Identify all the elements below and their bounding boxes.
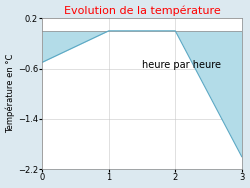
- Y-axis label: Température en °C: Température en °C: [6, 54, 15, 133]
- Text: heure par heure: heure par heure: [142, 60, 222, 70]
- Title: Evolution de la température: Evolution de la température: [64, 6, 220, 16]
